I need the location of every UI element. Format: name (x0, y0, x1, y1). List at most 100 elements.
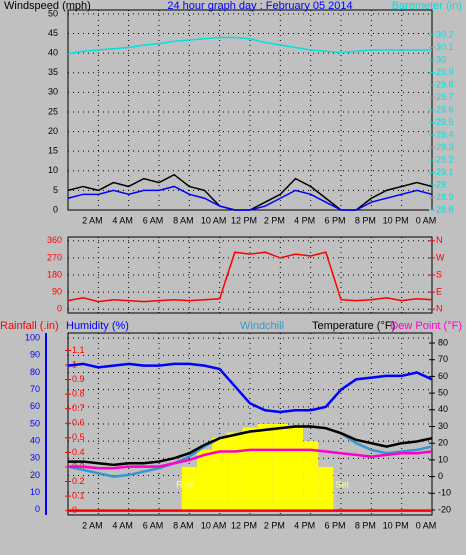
y2-tick-label: 10 (438, 454, 448, 464)
y2-tick-label: 28.9 (436, 192, 454, 202)
y-tick-label: 20 (30, 470, 40, 480)
y2-tick-label: S (436, 269, 442, 279)
y-tick-label: 360 (47, 235, 62, 245)
y-tick-label: 0 (53, 204, 58, 214)
bar (242, 427, 258, 510)
y2-tick-label: 30.1 (436, 42, 454, 52)
y3-tick-label: 0.9 (72, 374, 85, 384)
y2-tick-label: 40 (438, 404, 448, 414)
bar (212, 437, 228, 510)
y2-tick-label: 29.6 (436, 104, 454, 114)
y2-tick-label: 29.4 (436, 129, 454, 139)
x-tick-label: 4 PM (294, 215, 315, 225)
legend-label: Temperature (°F) (312, 320, 395, 332)
y-tick-label: 60 (30, 401, 40, 411)
bar (257, 424, 273, 510)
y-tick-label: 70 (30, 384, 40, 394)
legend-label: Humidity (%) (66, 320, 129, 332)
y2-tick-label: 29.7 (436, 92, 454, 102)
y-tick-label: 180 (47, 269, 62, 279)
y-tick-label: 5 (53, 185, 58, 195)
series-line (67, 362, 433, 414)
y-tick-label: 0 (35, 504, 40, 514)
x-tick-label: 6 PM (324, 520, 345, 530)
x-tick-label: 2 PM (264, 520, 285, 530)
y2-tick-label: 29 (436, 179, 446, 189)
y2-tick-label: 20 (438, 438, 448, 448)
y2-label: Barometer (in) (392, 0, 462, 12)
y2-tick-label: 30.2 (436, 29, 454, 39)
x-tick-label: 2 PM (264, 215, 285, 225)
y3-tick-label: 0.5 (72, 432, 85, 442)
x-tick-label: 4 AM (112, 215, 133, 225)
x-tick-label: 12 PM (231, 520, 257, 530)
y3-tick-label: 0.6 (72, 418, 85, 428)
legend-label: Dew Point (°F) (390, 320, 462, 332)
x-tick-label: 6 AM (143, 215, 164, 225)
x-tick-label: 12 PM (231, 215, 257, 225)
y2-tick-label: W (436, 252, 445, 262)
y3-tick-label: 0.4 (72, 447, 85, 457)
y-tick-label: 90 (30, 350, 40, 360)
y-tick-label: 15 (48, 146, 58, 156)
y3-tick-label: 0.1 (72, 490, 85, 500)
y2-tick-label: 29.3 (436, 142, 454, 152)
x-tick-label: 2 AM (82, 215, 103, 225)
x-tick-label: 2 AM (82, 520, 103, 530)
x-tick-label: 4 AM (112, 520, 133, 530)
x-tick-label: 8 AM (173, 520, 194, 530)
x-tick-label: 10 PM (383, 215, 409, 225)
y3-tick-label: 0.7 (72, 403, 85, 413)
y2-tick-label: 0 (438, 471, 443, 481)
y2-tick-label: N (436, 304, 443, 314)
y-tick-label: 45 (48, 28, 58, 38)
y2-tick-label: 80 (438, 337, 448, 347)
y3-tick-label: 0.8 (72, 389, 85, 399)
x-tick-label: 8 PM (355, 520, 376, 530)
y-tick-label: 10 (30, 487, 40, 497)
y3-tick-label: 1.1 (72, 345, 85, 355)
bar (318, 466, 334, 510)
x-tick-label: 8 PM (355, 215, 376, 225)
y-tick-label: 40 (30, 436, 40, 446)
y-tick-label: 0 (57, 304, 62, 314)
x-tick-label: 0 AM (416, 520, 437, 530)
y-tick-label: 35 (48, 67, 58, 77)
y2-tick-label: -10 (438, 488, 451, 498)
y-tick-label: 40 (48, 48, 58, 58)
y-tick-label: 270 (47, 252, 62, 262)
plot-frame (67, 236, 433, 314)
bar (287, 427, 304, 510)
y2-tick-label: 70 (438, 354, 448, 364)
series-line (68, 448, 433, 470)
x-tick-label: 6 AM (143, 520, 164, 530)
y2-tick-label: 30 (438, 421, 448, 431)
y-tick-label: 20 (48, 126, 58, 136)
y-tick-label: 50 (48, 8, 58, 18)
x-tick-label: 4 PM (294, 520, 315, 530)
x-tick-label: 0 AM (416, 215, 437, 225)
legend-label: Windchill (240, 320, 284, 332)
y-tick-label: 50 (30, 418, 40, 428)
chart-title: 24 hour graph day : February 05 2014 (167, 0, 352, 12)
y3-tick-label: 0.2 (72, 476, 85, 486)
x-tick-label: 10 PM (383, 520, 409, 530)
series-line (67, 185, 433, 211)
y2-tick-label: N (436, 235, 443, 245)
y-tick-label: 30 (48, 87, 58, 97)
y2-tick-label: 29.9 (436, 67, 454, 77)
y-tick-label: 90 (52, 286, 62, 296)
y2-tick-label: 28.8 (436, 204, 454, 214)
x-tick-label: 8 AM (173, 215, 194, 225)
y2-tick-label: -20 (438, 504, 451, 514)
bar (272, 424, 288, 510)
series-line (67, 251, 433, 303)
bar (196, 449, 213, 510)
y2-tick-label: 50 (438, 387, 448, 397)
y2-tick-label: E (436, 286, 442, 296)
series-line (68, 425, 433, 467)
y2-tick-label: 29.2 (436, 154, 454, 164)
x-tick-label: 10 AM (201, 520, 227, 530)
